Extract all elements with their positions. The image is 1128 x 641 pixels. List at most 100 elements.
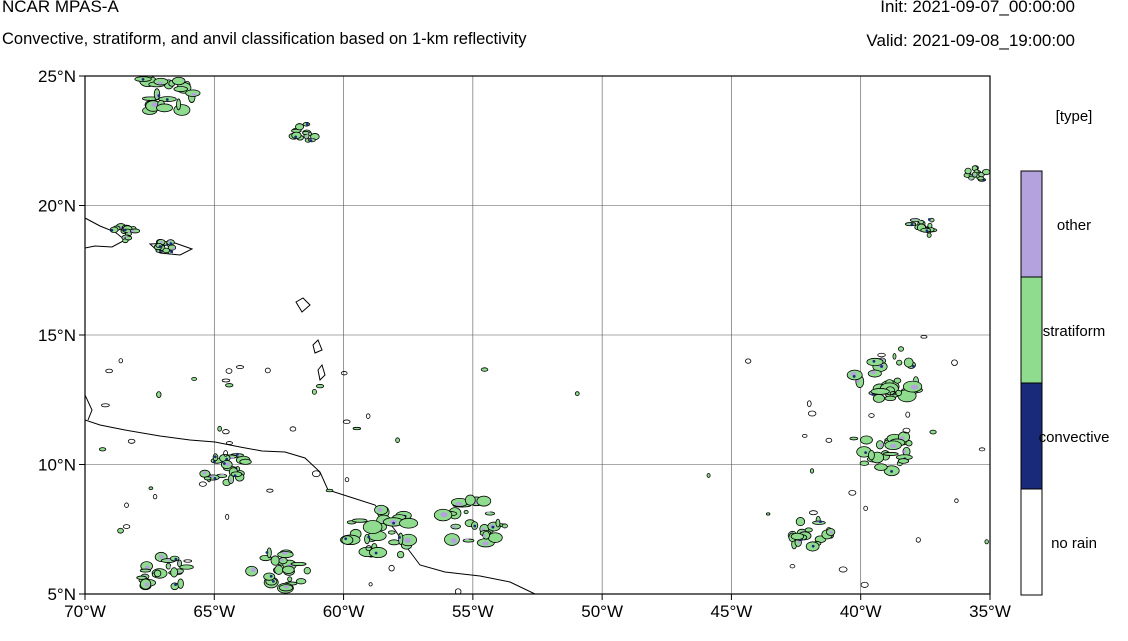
coastlines xyxy=(85,217,536,594)
isolated-cell xyxy=(454,588,462,594)
isolated-cell xyxy=(124,502,129,508)
stratiform-cell xyxy=(884,395,896,402)
guiana-coast-cluster xyxy=(340,504,419,559)
lon-tick-label: 70°W xyxy=(64,602,106,621)
isolated-cell xyxy=(221,378,231,383)
stratiform-cell xyxy=(351,518,368,523)
puerto-rico-cells xyxy=(153,238,177,255)
lon-tick-label: 65°W xyxy=(193,602,235,621)
isolated-cell xyxy=(98,447,107,452)
isolated-cell xyxy=(365,413,371,419)
legend-label: no rain xyxy=(1051,535,1097,552)
isolated-cell xyxy=(863,505,868,511)
isolated-cell xyxy=(848,489,857,496)
other-cell xyxy=(159,240,163,244)
other-cell xyxy=(169,565,171,569)
isolated-cell xyxy=(806,400,812,408)
stratiform-cell xyxy=(903,357,914,368)
stratiform-cell xyxy=(263,572,276,581)
stratiform-cell xyxy=(179,564,194,570)
isolated-cell xyxy=(849,436,859,441)
stratiform-cell xyxy=(303,567,311,575)
virgin-islands-cells xyxy=(288,122,320,143)
isolated-cell xyxy=(889,391,897,396)
northeast-band xyxy=(904,217,938,238)
convective-core xyxy=(157,94,161,98)
stratiform-cell xyxy=(295,123,305,131)
convective-core xyxy=(872,359,876,363)
convective-core xyxy=(165,98,169,101)
other-cell xyxy=(879,443,883,448)
convective-core xyxy=(927,218,931,221)
isolated-cells xyxy=(98,335,989,594)
lat-tick-label: 20°N xyxy=(38,197,76,216)
stratiform-cell xyxy=(274,565,284,575)
stratiform-cell xyxy=(176,98,181,111)
isolated-cell xyxy=(807,410,817,417)
isolated-cell xyxy=(225,514,230,520)
stratiform-cell xyxy=(476,495,492,507)
isolated-cell xyxy=(905,411,911,418)
convective-core xyxy=(910,223,914,226)
other-cell xyxy=(310,138,314,140)
other-cell xyxy=(973,173,976,177)
stratiform-cell xyxy=(388,539,401,546)
other-cell xyxy=(912,218,916,221)
convective-core xyxy=(811,544,815,548)
lat-tick-label: 10°N xyxy=(38,456,76,475)
isolated-cell xyxy=(183,559,193,563)
lat-tick-label: 15°N xyxy=(38,326,76,345)
stratiform-cell xyxy=(893,377,902,384)
stratiform-cell xyxy=(804,527,813,533)
convective-core xyxy=(398,536,401,539)
lon-tick-label: 50°W xyxy=(581,602,623,621)
other-cell xyxy=(281,551,289,555)
isolated-cell xyxy=(809,510,818,516)
convective-core xyxy=(309,139,313,143)
other-cell xyxy=(440,512,448,518)
convective-core xyxy=(174,583,177,586)
stratiform-cell xyxy=(927,222,933,229)
isolated-cell xyxy=(342,419,351,424)
stratiform-cell xyxy=(982,168,990,176)
isolated-cell xyxy=(706,473,711,478)
isolated-cell xyxy=(191,376,198,381)
isolated-cell xyxy=(225,383,234,388)
init-time: Init: 2021-09-07_00:00:00 xyxy=(880,0,1075,16)
stratiform-cell xyxy=(870,388,890,395)
other-cell xyxy=(178,561,181,565)
convective-core xyxy=(392,521,395,525)
isolated-cell xyxy=(920,335,928,339)
convective-core xyxy=(473,524,477,528)
convective-core xyxy=(864,451,868,454)
other-cell xyxy=(280,558,284,562)
stratiform-cell xyxy=(859,460,869,466)
lat-tick-label: 5°N xyxy=(47,585,76,604)
stratiform-cell xyxy=(795,517,806,527)
atlantic-wave-north xyxy=(846,357,923,403)
colombia-cells xyxy=(136,551,194,591)
lon-tick-label: 35°W xyxy=(969,602,1011,621)
stratiform-cell xyxy=(790,532,805,541)
convective-core xyxy=(213,477,217,480)
convective-core xyxy=(367,535,371,539)
isolated-cell xyxy=(311,470,321,478)
convective-core xyxy=(890,469,893,473)
stratiform-cell xyxy=(162,247,171,254)
lon-tick-label: 55°W xyxy=(452,602,494,621)
isolated-cell xyxy=(902,427,911,434)
isolated-cell xyxy=(984,539,989,545)
legend-label: convective xyxy=(1039,429,1110,446)
isolated-cell xyxy=(480,367,489,372)
other-cell xyxy=(482,541,489,546)
isolated-cell xyxy=(117,527,124,534)
other-cell xyxy=(450,538,457,544)
stratiform-cell xyxy=(139,568,151,573)
isolated-cell xyxy=(289,426,297,432)
legend-label: other xyxy=(1057,217,1091,234)
stratiform-cell xyxy=(173,86,188,93)
antilles-arc xyxy=(295,297,326,382)
convective-core xyxy=(880,365,883,368)
isolated-cell xyxy=(801,433,808,438)
other-cell xyxy=(452,525,457,529)
